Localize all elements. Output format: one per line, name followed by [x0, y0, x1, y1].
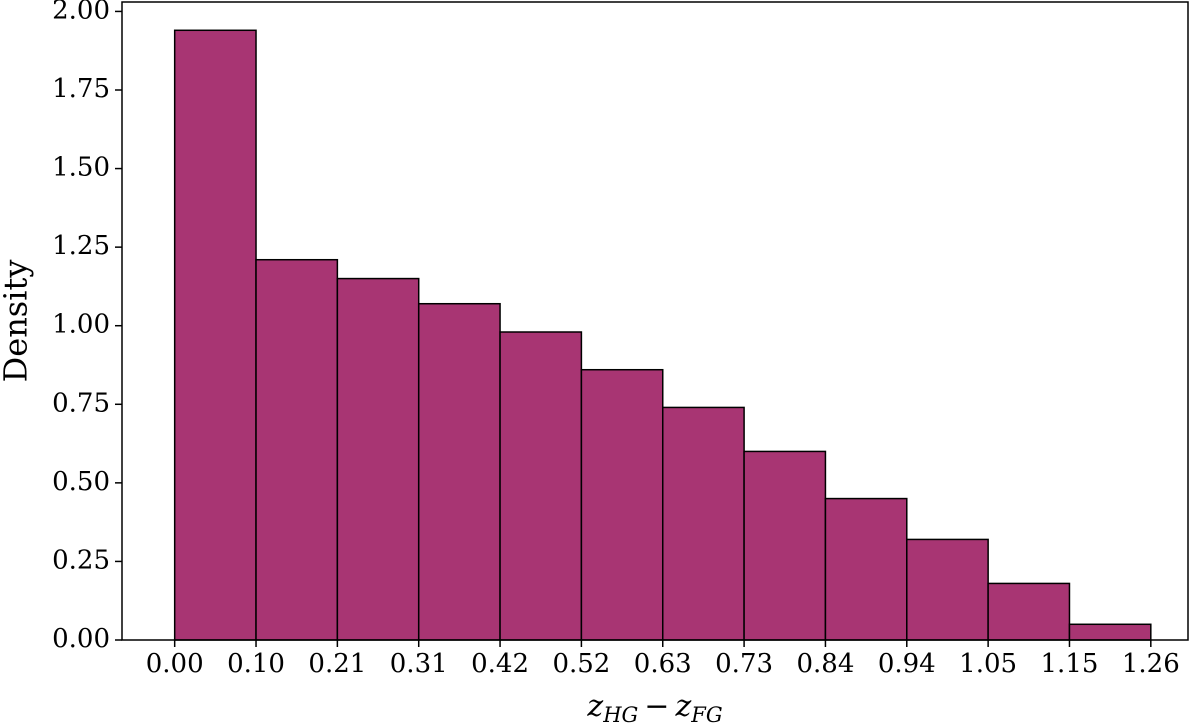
- bar: [1068, 623, 1152, 641]
- y-axis-label: Density: [0, 260, 35, 383]
- bar: [173, 29, 257, 641]
- plot-frame: [121, 1, 1189, 641]
- y-tick-label: 1.50: [52, 153, 110, 183]
- x-tick-label: 0.31: [390, 649, 448, 679]
- bar: [987, 582, 1071, 641]
- x-label-part: HG: [602, 703, 638, 726]
- bar: [824, 497, 908, 641]
- bar: [906, 538, 989, 641]
- y-tick-label: 1.25: [52, 231, 110, 261]
- x-tick-label: 0.63: [634, 649, 692, 679]
- x-tick-label: 1.05: [959, 649, 1017, 679]
- x-tick-label: 0.21: [308, 649, 366, 679]
- bar: [255, 258, 339, 641]
- bar: [417, 302, 501, 641]
- y-tick-label: 0.75: [52, 388, 110, 418]
- x-tick-label: 0.42: [471, 649, 529, 679]
- y-tick-label: 1.75: [52, 74, 110, 104]
- x-label-part: FG: [690, 703, 722, 726]
- bar: [499, 331, 583, 641]
- y-tick-label: 0.00: [52, 624, 110, 654]
- x-tick-label: 0.00: [146, 649, 204, 679]
- y-tick-label: 2.00: [52, 0, 110, 25]
- x-tick-label: 0.84: [796, 649, 854, 679]
- x-tick-label: 0.73: [715, 649, 773, 679]
- bar: [336, 277, 420, 641]
- x-axis-label: zHG − zFG: [586, 689, 722, 726]
- y-tick-label: 1.00: [52, 310, 110, 340]
- x-tick-label: 0.10: [227, 649, 285, 679]
- x-label-part: −: [644, 689, 669, 724]
- x-label-part: z: [674, 689, 691, 724]
- x-tick-label: 0.94: [878, 649, 936, 679]
- bar: [743, 450, 827, 641]
- y-tick-label: 0.25: [52, 545, 110, 575]
- bar: [661, 406, 745, 641]
- bar: [580, 368, 664, 641]
- x-tick-label: 1.15: [1041, 649, 1099, 679]
- x-label-part: z: [586, 689, 603, 724]
- x-tick-label: 0.52: [552, 649, 610, 679]
- x-tick-label: 1.26: [1122, 649, 1180, 679]
- y-tick-label: 0.50: [52, 467, 110, 497]
